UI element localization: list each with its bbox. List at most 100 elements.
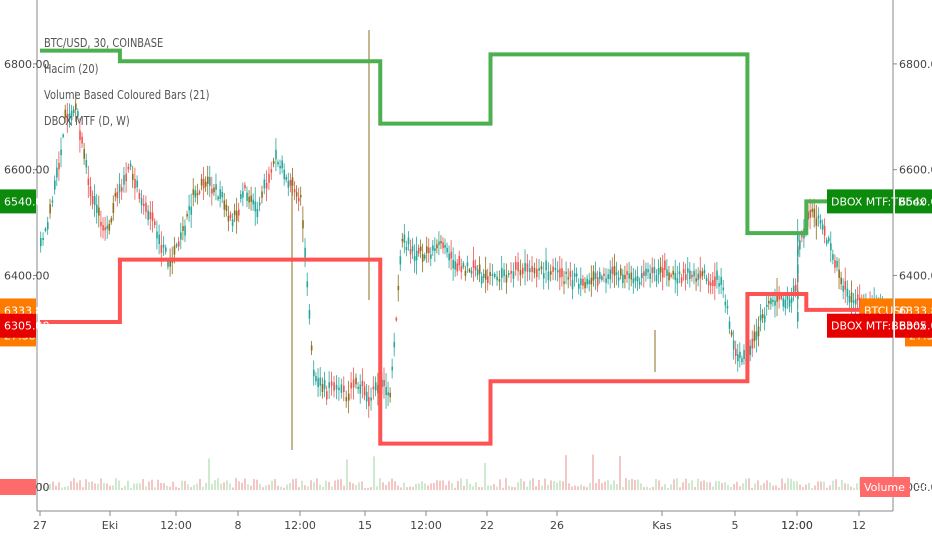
candle-body: [333, 382, 335, 391]
volume-bar: [628, 480, 630, 490]
candle-body: [545, 260, 547, 271]
volume-bar: [337, 479, 339, 490]
volume-bar: [307, 486, 309, 490]
volume-bar: [595, 482, 597, 490]
candle-body: [112, 203, 115, 213]
candle-body: [522, 267, 524, 274]
candle-body: [494, 273, 496, 278]
legend-dbox[interactable]: DBOX MTF (D, W): [44, 114, 130, 128]
legend-symbol[interactable]: BTC/USD, 30, COINBASE: [44, 36, 164, 50]
candle-body: [308, 310, 311, 319]
candle-body: [405, 246, 408, 251]
candle-body: [258, 202, 261, 206]
candle-body: [244, 184, 246, 189]
volume-bar: [682, 482, 684, 490]
candle-body: [819, 219, 822, 224]
x-tick-label: 27: [33, 519, 47, 532]
candle-body: [456, 263, 459, 272]
volume-bar: [736, 481, 738, 490]
volume-bar: [163, 483, 165, 490]
x-tick-label: 12:00: [160, 519, 192, 532]
candle-body: [70, 110, 73, 121]
candle-body: [442, 242, 444, 249]
candle-body: [313, 369, 315, 377]
candle-body: [138, 192, 141, 199]
volume-bar: [796, 481, 798, 490]
volume-bar: [484, 462, 486, 490]
candle-body: [638, 281, 641, 285]
candle-body: [774, 300, 776, 306]
volume-bar: [436, 480, 438, 490]
volume-bar: [469, 483, 471, 490]
candle-body: [335, 384, 338, 390]
candle-body: [87, 178, 90, 186]
candle-body: [739, 351, 741, 358]
candle-body: [697, 273, 700, 280]
candle-body: [668, 272, 670, 281]
candle-body: [83, 149, 85, 159]
candle-body: [300, 195, 302, 198]
candle-body: [256, 208, 259, 218]
candle-body: [242, 191, 244, 198]
volume-bar: [97, 483, 99, 490]
candle-body: [797, 232, 799, 242]
volume-bar: [166, 485, 168, 490]
legend-volume[interactable]: Hacim (20): [44, 62, 99, 76]
candle-body: [235, 210, 238, 221]
candle-body: [156, 231, 158, 239]
volume-bar: [82, 487, 84, 490]
candle-body: [794, 284, 797, 292]
volume-bar: [631, 478, 633, 490]
volume-bar: [697, 478, 699, 490]
volume-label-box: [860, 477, 910, 497]
volume-bar: [403, 482, 405, 490]
volume-bar: [184, 480, 186, 490]
volume-bar: [142, 479, 144, 490]
candle-body: [540, 266, 543, 270]
volume-bar: [826, 487, 828, 490]
volume-bar: [364, 487, 366, 490]
candle-body: [407, 237, 410, 245]
bbbox-label-text: DBOX MTF:BBbox: [831, 320, 927, 333]
volume-bar: [433, 483, 435, 490]
candle-body: [317, 378, 319, 388]
volume-bar: [238, 481, 240, 490]
volume-bar: [598, 478, 600, 490]
volume-bar: [379, 478, 381, 490]
volume-bar: [757, 480, 759, 490]
candle-body: [277, 162, 279, 165]
volume-bar: [106, 483, 108, 490]
candle-body: [47, 222, 49, 230]
legend-vbcb[interactable]: Volume Based Coloured Bars (21): [44, 88, 210, 102]
candle-body: [466, 262, 469, 267]
candle-body: [573, 273, 576, 277]
x-tick-label: 22: [480, 519, 494, 532]
volume-bar: [673, 479, 675, 490]
y-tick-label-right: 6600.00: [899, 164, 932, 177]
candle-body: [217, 196, 219, 200]
volume-bar: [127, 480, 129, 490]
candle-body: [484, 270, 487, 280]
candle-body: [797, 249, 799, 257]
volume-bar: [346, 459, 348, 490]
volume-bar: [73, 478, 75, 490]
candle-body: [536, 268, 538, 278]
volume-bar: [601, 483, 603, 490]
candle-body: [505, 274, 508, 283]
volume-bar: [616, 484, 618, 490]
candle-body: [352, 379, 355, 388]
volume-bar: [415, 483, 417, 490]
candle-body: [186, 214, 188, 217]
candle-body: [790, 297, 793, 303]
candle-body: [275, 149, 277, 160]
candle-body: [565, 271, 567, 274]
volume-bar: [586, 487, 588, 490]
candle-body: [338, 387, 340, 391]
candle-body: [517, 262, 519, 272]
candle-body: [190, 206, 193, 215]
candle-body: [58, 162, 60, 170]
candle-body: [60, 149, 62, 156]
candle-body: [391, 366, 394, 371]
candle-body: [355, 377, 357, 385]
